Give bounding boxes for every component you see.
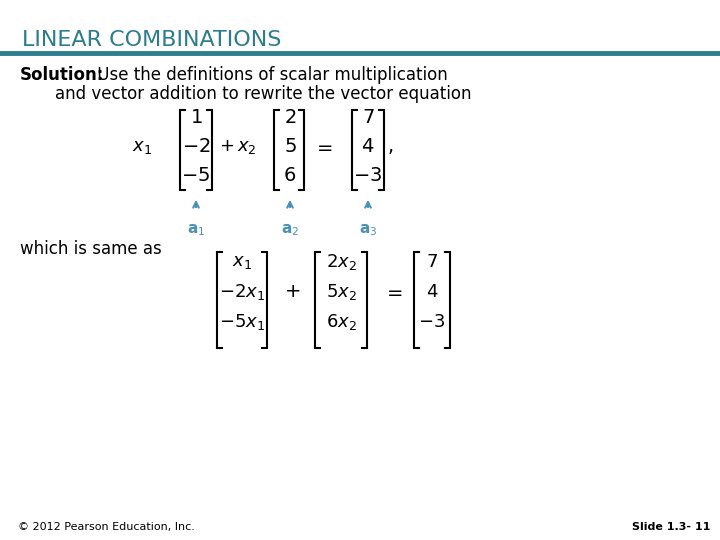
Text: $-5x_1$: $-5x_1$: [219, 312, 265, 332]
Text: $x_1$: $x_1$: [232, 253, 252, 271]
Text: $,$: $,$: [387, 138, 393, 156]
Text: $1$: $1$: [189, 109, 202, 127]
Text: $7$: $7$: [426, 253, 438, 271]
Text: $2$: $2$: [284, 109, 296, 127]
Text: $=$: $=$: [383, 283, 403, 301]
Text: which is same as: which is same as: [20, 240, 162, 258]
Text: Solution:: Solution:: [20, 66, 104, 84]
Text: LINEAR COMBINATIONS: LINEAR COMBINATIONS: [22, 30, 282, 50]
Text: $-2x_1$: $-2x_1$: [219, 282, 265, 302]
Text: $x_1$: $x_1$: [132, 138, 152, 156]
Text: $4$: $4$: [426, 283, 438, 301]
Text: $-3$: $-3$: [354, 167, 382, 185]
Text: © 2012 Pearson Education, Inc.: © 2012 Pearson Education, Inc.: [18, 522, 195, 532]
Text: $2x_2$: $2x_2$: [325, 252, 356, 272]
Text: Use the definitions of scalar multiplication: Use the definitions of scalar multiplica…: [92, 66, 448, 84]
Text: $6$: $6$: [284, 167, 297, 185]
Text: $5x_2$: $5x_2$: [325, 282, 356, 302]
Text: $4$: $4$: [361, 138, 374, 156]
Text: $-2$: $-2$: [181, 138, 210, 156]
Text: Slide 1.3- 11: Slide 1.3- 11: [631, 522, 710, 532]
Text: $7$: $7$: [361, 109, 374, 127]
Text: $=$: $=$: [313, 138, 333, 156]
Text: $\mathbf{a}_1$: $\mathbf{a}_1$: [187, 222, 205, 238]
Text: $+$: $+$: [284, 283, 300, 301]
Text: $\mathbf{a}_2$: $\mathbf{a}_2$: [281, 222, 299, 238]
Text: $5$: $5$: [284, 138, 297, 156]
Text: $+\,x_2$: $+\,x_2$: [220, 138, 257, 156]
Text: $-3$: $-3$: [418, 313, 446, 331]
Text: and vector addition to rewrite the vector equation: and vector addition to rewrite the vecto…: [55, 85, 472, 103]
Text: $6x_2$: $6x_2$: [325, 312, 356, 332]
Text: $-5$: $-5$: [181, 167, 210, 185]
Text: $\mathbf{a}_3$: $\mathbf{a}_3$: [359, 222, 377, 238]
